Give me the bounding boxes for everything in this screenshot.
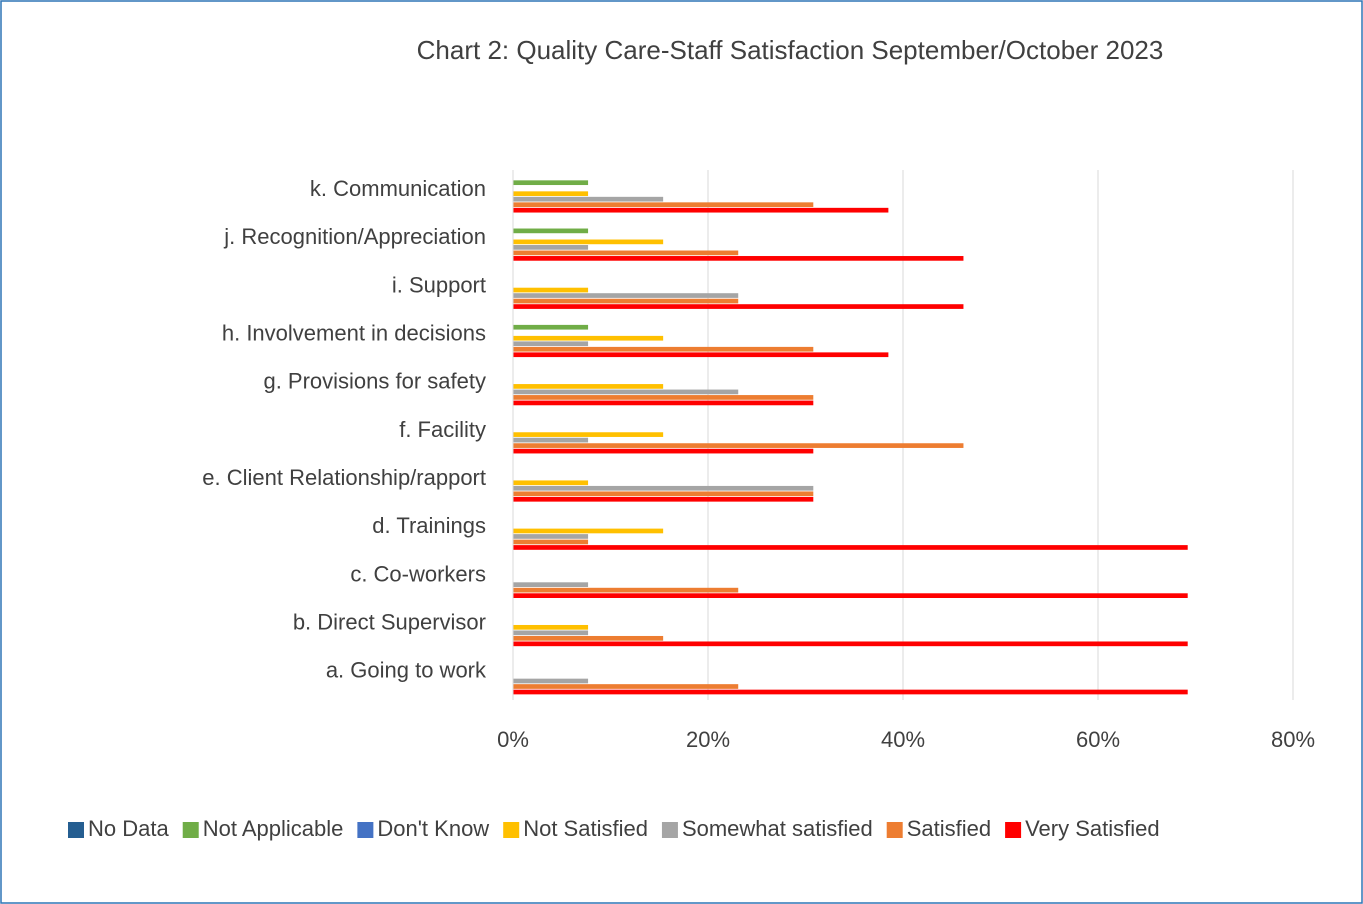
y-tick-label: j. Recognition/Appreciation [223,224,486,249]
y-tick-label: k. Communication [310,176,486,201]
bar [513,678,589,684]
legend-swatch [68,822,84,838]
bar [513,239,664,245]
bar [513,539,589,545]
bar [513,341,589,347]
bar [513,207,889,213]
bar [513,191,589,197]
y-tick-label: c. Co-workers [350,561,486,586]
bar [513,491,814,497]
bar [513,630,589,636]
bar [513,256,964,261]
bar [513,545,1188,550]
bar [513,443,964,448]
legend-swatch [886,822,903,838]
bar [513,352,889,358]
bar [513,480,589,486]
y-tick-label: i. Support [392,272,486,297]
x-tick-label: 20% [686,727,730,752]
legend-label: Not Satisfied [523,816,648,841]
bar [513,496,814,502]
bar [513,485,814,491]
bar [513,684,739,689]
legend-swatch [182,822,199,838]
bar [513,593,1188,598]
bar [513,324,589,330]
bar [513,689,1188,695]
bar [513,304,964,309]
bar [513,641,1188,647]
bar [513,196,664,202]
bar [513,287,589,293]
bar [513,395,814,400]
legend-label: No Data [88,816,169,841]
x-tick-label: 60% [1076,727,1120,752]
legend-swatch [503,822,520,838]
bar [513,534,589,539]
y-tick-label: d. Trainings [372,513,486,538]
bar [513,245,589,250]
bar [513,389,739,395]
bar [513,448,814,454]
bar [513,384,664,389]
bar [513,228,589,234]
legend-label: Satisfied [907,816,991,841]
x-tick-label: 80% [1271,727,1315,752]
y-tick-label: f. Facility [399,417,486,442]
y-tick-label: b. Direct Supervisor [293,610,486,635]
bar [513,432,664,437]
bar [513,635,664,641]
x-tick-label: 40% [881,727,925,752]
bar [513,293,739,298]
bar [513,180,589,186]
y-tick-label: h. Involvement in decisions [222,320,486,345]
legend-swatch [1005,822,1022,838]
bar [513,528,664,534]
y-tick-label: a. Going to work [326,658,487,683]
legend-label: Don't Know [377,816,489,841]
y-tick-label: e. Client Relationship/rapport [202,465,486,490]
chart-title: Chart 2: Quality Care-Staff Satisfaction… [417,35,1164,65]
legend-label: Very Satisfied [1025,816,1160,841]
x-tick-label: 0% [497,727,529,752]
bar [513,298,739,304]
legend-label: Not Applicable [203,816,344,841]
bar [513,582,589,587]
bar [513,250,739,256]
legend-swatch [661,822,678,838]
bar [513,202,814,208]
bar [513,400,814,406]
bar [513,346,814,352]
legend-swatch [357,822,374,838]
bar [513,335,664,341]
bar [513,587,739,593]
y-tick-label: g. Provisions for safety [263,369,486,394]
bar [513,437,589,443]
bar [513,624,589,630]
legend-label: Somewhat satisfied [682,816,873,841]
